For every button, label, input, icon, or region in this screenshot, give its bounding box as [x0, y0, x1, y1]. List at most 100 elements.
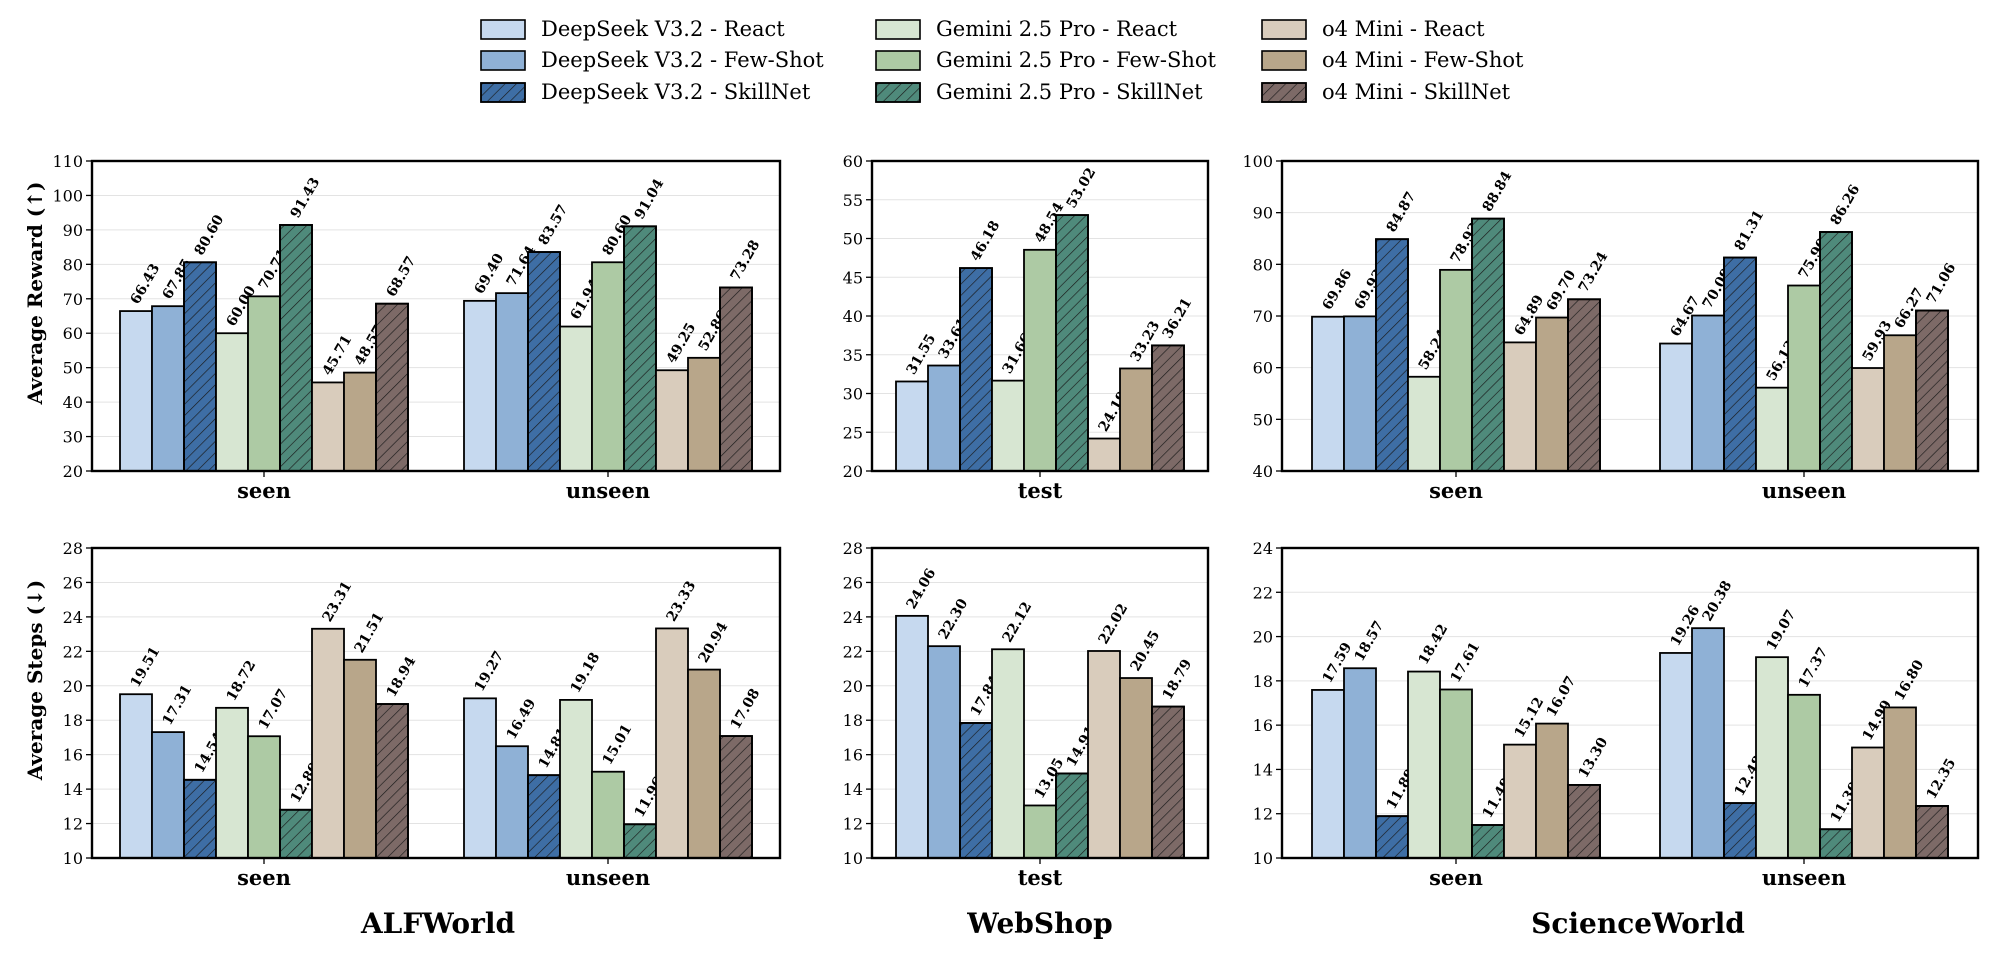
bar-hatch	[1471, 824, 1505, 859]
data-label: 17.07	[256, 686, 292, 732]
bar-hatch	[1151, 344, 1185, 472]
data-label: 13.30	[1576, 735, 1612, 781]
bar	[1407, 375, 1441, 472]
data-label: 23.33	[664, 578, 700, 624]
bar	[1311, 315, 1345, 472]
data-label: 22.30	[936, 596, 972, 642]
legend-entry: Gemini 2.5 Pro - React	[875, 17, 1178, 41]
data-label: 83.57	[536, 202, 572, 248]
bar-hatch	[527, 774, 561, 859]
y-tick-label: 20	[843, 677, 863, 696]
data-label: 18.57	[1352, 618, 1388, 664]
bar-hatch	[1567, 298, 1601, 472]
bar	[495, 745, 529, 859]
data-label: 22.02	[1096, 601, 1132, 647]
data-label: 23.31	[320, 579, 356, 625]
y-tick-label: 24	[63, 608, 83, 627]
y-tick-label: 24	[843, 608, 863, 627]
legend-swatch-hatch	[1261, 82, 1307, 103]
bar	[119, 693, 153, 859]
y-tick-label: 45	[843, 268, 863, 287]
data-label: 15.01	[600, 722, 636, 768]
bar	[1087, 437, 1121, 472]
y-tick-label: 24	[1253, 539, 1273, 558]
y-tick-label: 22	[63, 642, 83, 661]
data-label: 71.06	[1924, 261, 1960, 307]
y-axis-label-steps: Average Steps (↓)	[23, 580, 47, 782]
y-tick-label: 70	[63, 290, 83, 309]
y-tick-label: 100	[52, 186, 83, 205]
bar	[1883, 334, 1917, 472]
chart-panels: 203040506070809010011066.4367.8580.6060.…	[52, 152, 1980, 890]
y-tick-label: 14	[63, 780, 83, 799]
y-tick-label: 16	[843, 746, 863, 765]
bar	[1659, 342, 1693, 472]
data-label: 18.94	[384, 654, 420, 700]
bar	[247, 735, 281, 859]
bar	[991, 648, 1025, 859]
y-tick-label: 20	[843, 462, 863, 481]
x-tick-label: unseen	[1762, 478, 1846, 503]
y-tick-label: 110	[52, 152, 83, 171]
panel-sci-reward: 40506070809010069.8669.9384.8758.2478.93…	[1242, 152, 1980, 503]
data-label: 88.84	[1480, 168, 1516, 214]
bar	[559, 325, 593, 472]
data-label: 16.80	[1892, 657, 1928, 703]
data-label: 12.35	[1924, 756, 1960, 802]
y-tick-label: 50	[843, 230, 863, 249]
x-tick-label: seen	[237, 478, 291, 503]
bar	[559, 699, 593, 859]
y-tick-label: 20	[1253, 628, 1273, 647]
data-label: 81.31	[1732, 208, 1768, 254]
bar	[247, 295, 281, 472]
data-label: 22.12	[1000, 599, 1036, 645]
data-label: 17.37	[1796, 645, 1832, 691]
bar	[1087, 650, 1121, 859]
bar	[1439, 268, 1473, 472]
bar-hatch	[375, 703, 409, 859]
bar	[495, 292, 529, 472]
y-tick-label: 90	[63, 221, 83, 240]
legend-swatch	[1261, 50, 1307, 71]
legend-label: DeepSeek V3.2 - Few-Shot	[541, 48, 824, 72]
bar	[1691, 314, 1725, 472]
bar	[1343, 667, 1377, 859]
bar	[1659, 652, 1693, 859]
data-label: 80.60	[192, 212, 228, 258]
y-tick-label: 25	[843, 423, 863, 442]
data-label: 19.07	[1764, 607, 1800, 653]
x-tick-label: test	[1018, 478, 1063, 503]
bar	[1023, 804, 1057, 859]
y-tick-label: 70	[1253, 307, 1273, 326]
bar	[687, 668, 721, 859]
legend-label: o4 Mini - Few-Shot	[1322, 48, 1524, 72]
y-tick-label: 28	[843, 539, 863, 558]
column-title-webshop: WebShop	[966, 907, 1112, 940]
bar	[215, 332, 249, 472]
data-label: 68.57	[384, 254, 420, 300]
bar	[463, 697, 497, 859]
bar-hatch	[623, 823, 657, 859]
bar-hatch	[1151, 705, 1185, 859]
bar	[1787, 693, 1821, 859]
plot-frame	[1280, 546, 1980, 860]
legend-entry: DeepSeek V3.2 - Few-Shot	[480, 48, 824, 72]
legend-label: o4 Mini - React	[1322, 17, 1485, 41]
data-label: 73.28	[728, 238, 764, 284]
column-title-scienceworld: ScienceWorld	[1531, 907, 1745, 940]
legend-entry: o4 Mini - Few-Shot	[1261, 48, 1524, 72]
bar	[311, 381, 345, 472]
data-label: 69.86	[1320, 267, 1356, 313]
y-tick-label: 20	[63, 677, 83, 696]
bar	[311, 627, 345, 859]
y-tick-label: 40	[843, 307, 863, 326]
bar-hatch	[527, 251, 561, 472]
legend-label: Gemini 2.5 Pro - React	[936, 17, 1178, 41]
y-tick-label: 60	[63, 324, 83, 343]
legend-entry: Gemini 2.5 Pro - SkillNet	[875, 80, 1203, 104]
legend-swatch	[875, 50, 921, 71]
y-tick-label: 60	[1253, 359, 1273, 378]
bar-hatch	[183, 261, 217, 472]
bar	[1119, 677, 1153, 859]
